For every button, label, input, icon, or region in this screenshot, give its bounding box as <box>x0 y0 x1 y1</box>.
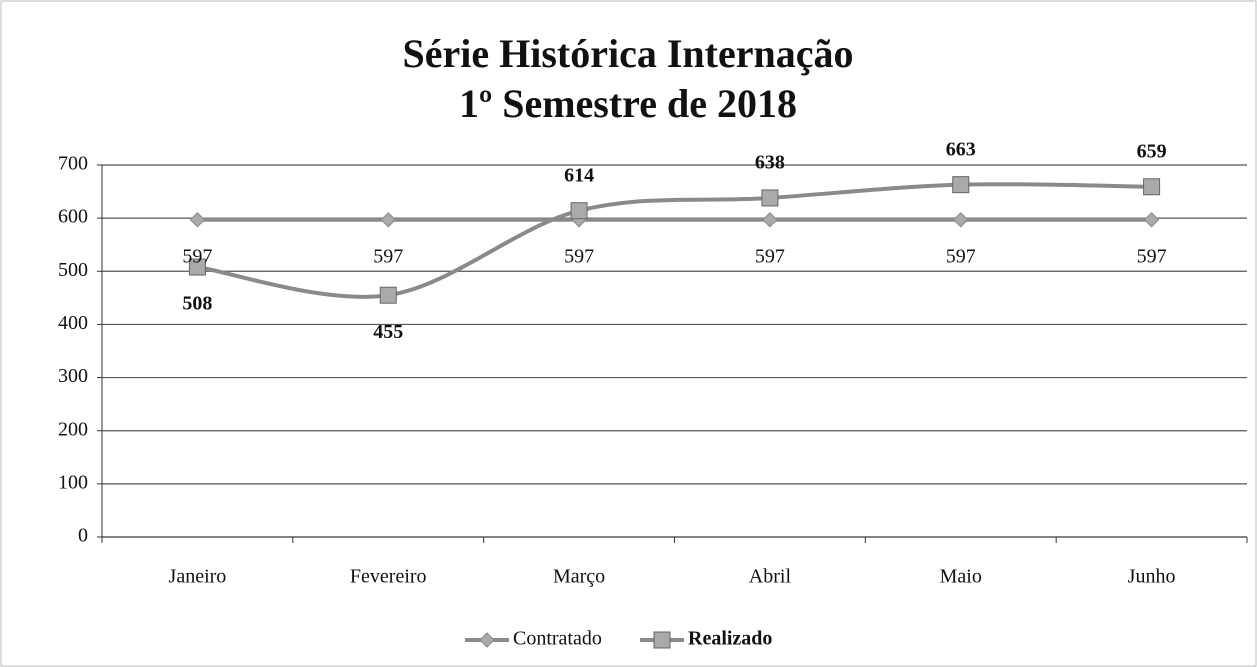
x-tick-label: Abril <box>749 566 792 588</box>
marker <box>1143 212 1160 228</box>
y-tick-label: 400 <box>58 312 88 334</box>
data-label: 597 <box>946 245 976 267</box>
y-tick-label: 500 <box>58 259 88 281</box>
data-label: 663 <box>946 138 976 160</box>
data-label: 455 <box>373 321 403 343</box>
legend-marker <box>479 632 495 648</box>
legend-marker <box>653 631 671 649</box>
data-label: 659 <box>1137 140 1167 162</box>
chart-title: Série Histórica Internação <box>403 31 854 76</box>
data-label: 597 <box>564 245 594 267</box>
marker <box>952 176 970 194</box>
x-tick-label: Junho <box>1128 566 1176 588</box>
legend-label: Realizado <box>688 628 772 650</box>
marker <box>1143 178 1161 196</box>
data-label: 638 <box>755 152 785 174</box>
marker <box>380 212 396 228</box>
data-label: 614 <box>564 164 594 186</box>
marker <box>953 212 969 228</box>
data-label: 597 <box>373 245 403 267</box>
y-tick-label: 200 <box>58 418 88 440</box>
y-tick-label: 700 <box>58 153 88 175</box>
x-tick-label: Fevereiro <box>350 566 427 588</box>
marker <box>379 286 397 304</box>
series-line <box>197 182 1152 299</box>
data-label: 597 <box>182 245 212 267</box>
y-tick-label: 300 <box>58 365 88 387</box>
marker <box>761 189 779 207</box>
y-tick-label: 100 <box>58 471 88 493</box>
y-tick-label: 600 <box>58 206 88 228</box>
marker <box>762 212 778 228</box>
chart-subtitle: 1º Semestre de 2018 <box>459 81 797 126</box>
data-label: 508 <box>182 293 212 315</box>
x-tick-label: Maio <box>940 566 982 588</box>
x-tick-label: Janeiro <box>169 566 227 588</box>
legend-label: Contratado <box>513 628 602 650</box>
y-tick-label: 0 <box>78 525 88 547</box>
marker <box>189 212 206 228</box>
data-label: 597 <box>1137 245 1167 267</box>
data-label: 597 <box>755 245 785 267</box>
marker <box>188 258 206 276</box>
x-tick-label: Março <box>553 566 605 588</box>
marker <box>570 202 588 220</box>
